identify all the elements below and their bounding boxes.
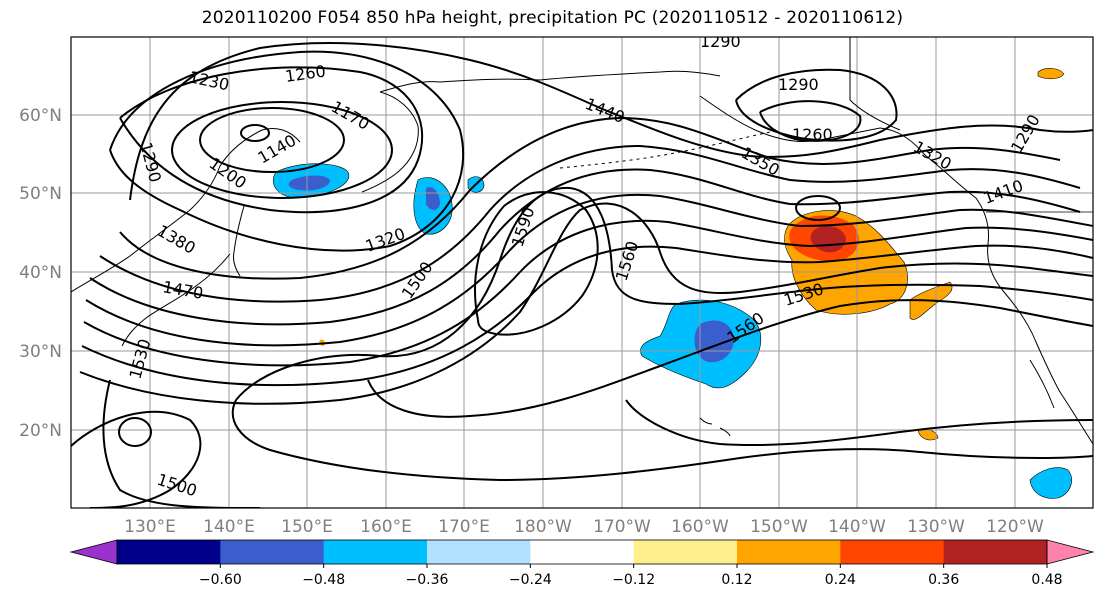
contour-label: 1260 [792, 125, 833, 144]
lat-label: 40°N [19, 263, 62, 283]
contour-label: 1290 [778, 75, 819, 94]
lon-label: 120°W [986, 517, 1044, 537]
lon-label: 160°E [360, 517, 412, 537]
lat-label: 50°N [19, 184, 62, 204]
contour-1560-west [235, 186, 1093, 401]
lon-label: 150°W [750, 517, 808, 537]
contour-1320 [119, 116, 1061, 280]
contour-1560-east [367, 299, 1093, 418]
lon-label: 150°E [281, 517, 333, 537]
map-frame [70, 36, 1094, 509]
height-contours [71, 42, 1093, 508]
colorbar-cell [220, 540, 325, 564]
coast-north-america [925, 155, 1093, 445]
contour-1500-main [79, 202, 1093, 405]
colorbar-ticks: −0.60 −0.48 −0.36 −0.24 −0.12 0.12 0.24 0.36 0.4… [199, 564, 1063, 588]
contour-1260 [109, 50, 465, 252]
colorbar-tick-label: −0.24 [509, 572, 552, 588]
coast-hawaii [699, 417, 731, 437]
colorbar-tick-label: −0.36 [406, 572, 449, 588]
lon-label: 140°E [203, 517, 255, 537]
contour-1260-north [759, 100, 862, 142]
precip-negative-northwest-core [288, 175, 330, 191]
contour-1440 [83, 219, 1093, 367]
lat-label: 30°N [19, 342, 62, 362]
lon-label: 130°E [124, 517, 176, 537]
contour-1560-south [625, 399, 1093, 447]
colorbar-tick-label: 0.36 [928, 572, 959, 588]
colorbar-cell [530, 540, 635, 564]
lon-label: 130°W [907, 517, 965, 537]
colorbar-tick-label: −0.12 [612, 572, 655, 588]
contour-1380 [89, 168, 1081, 326]
longitude-labels: 130°E 140°E 150°E 160°E 170°E 180°W 170°… [124, 517, 1044, 537]
lon-label: 170°W [593, 517, 651, 537]
lat-label: 60°N [19, 106, 62, 126]
precip-negative-central-core [694, 320, 734, 363]
coast-kamchatka [361, 91, 419, 193]
colorbar-tick-label: 0.24 [825, 572, 856, 588]
contour-1530-south [231, 399, 1093, 482]
coast-japan [121, 253, 231, 347]
colorbar-tick-label: −0.48 [302, 572, 345, 588]
colorbar-tick-label: −0.60 [199, 572, 242, 588]
colorbar: −0.60 −0.48 −0.36 −0.24 −0.12 0.12 0.24 0.36 0.4… [69, 539, 1095, 588]
contour-low-gulf [795, 195, 841, 221]
coast-asia-mainland [71, 128, 301, 293]
colorbar-cells [117, 540, 1048, 564]
colorbar-cell [323, 540, 428, 564]
lon-label: 160°W [671, 517, 729, 537]
colorbar-tick-label: 0.12 [721, 572, 752, 588]
colorbar-cell [840, 540, 945, 564]
colorbar-cell [633, 540, 738, 564]
graticule [71, 37, 1093, 508]
map-title: 2020110200 F054 850 hPa height, precipit… [201, 8, 904, 28]
contour-1350 [99, 144, 1081, 303]
precip-negative-southeast [1029, 467, 1072, 499]
contour-1410 [85, 193, 1093, 347]
lon-label: 180°W [514, 517, 572, 537]
colorbar-extend-low [69, 539, 118, 565]
contour-1140-closed [240, 124, 270, 142]
lon-label: 140°W [828, 517, 886, 537]
coast-baja [1029, 359, 1055, 409]
colorbar-extend-high [1046, 539, 1095, 565]
colorbar-cell [737, 540, 841, 564]
colorbar-outline [116, 539, 1048, 565]
contour-1590 [474, 191, 599, 336]
contour-1170-low [199, 107, 345, 173]
coast-siberia-north [379, 70, 721, 93]
lat-label: 20°N [19, 421, 62, 441]
colorbar-cell [427, 540, 531, 564]
precip-positive-northeast [1037, 68, 1065, 80]
border-alaska-canada [849, 37, 901, 131]
contour-1470 [81, 244, 1093, 387]
contour-1200-low [171, 101, 393, 199]
colorbar-cell [117, 540, 221, 564]
colorbar-tick-label: 0.48 [1031, 572, 1062, 588]
coast-sakhalin [233, 205, 245, 277]
contour-1290 [129, 42, 1093, 201]
contour-1500-southwest [71, 410, 202, 508]
latitude-labels: 60°N 50°N 40°N 30°N 20°N [19, 106, 62, 441]
contour-1500-closed [118, 417, 152, 447]
colorbar-cell [943, 540, 1048, 564]
contour-1230 [119, 66, 424, 214]
contour-label: 1290 [700, 32, 741, 51]
lon-label: 170°E [438, 517, 490, 537]
